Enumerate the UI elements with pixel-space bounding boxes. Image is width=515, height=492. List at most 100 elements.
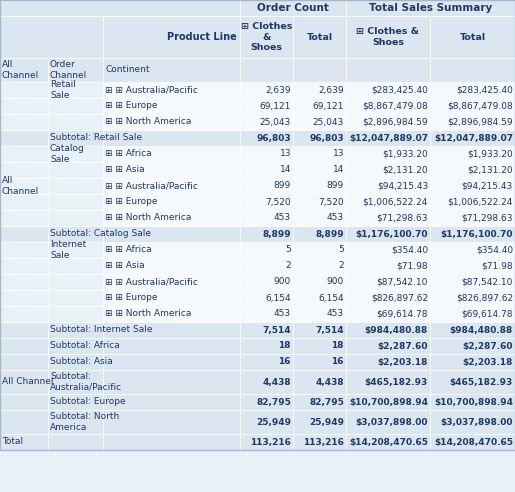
Text: 7,514: 7,514 [315,326,344,335]
Bar [0,0,240,16]
Bar [103,114,240,130]
Text: 453: 453 [327,309,344,318]
Text: ⊞ ⊞ Australia/Pacific: ⊞ ⊞ Australia/Pacific [105,277,198,286]
Bar [430,354,515,370]
Bar [240,16,293,58]
Bar [0,82,48,98]
Text: 16: 16 [279,358,291,367]
Bar [48,258,103,274]
Bar [103,306,240,322]
Bar [430,290,515,306]
Bar [240,0,346,16]
Bar [240,226,293,242]
Bar [0,162,48,178]
Bar [0,16,103,58]
Bar [240,242,293,258]
Text: $2,131.20: $2,131.20 [382,165,428,175]
Text: $1,933.20: $1,933.20 [467,150,513,158]
Text: $2,287.60: $2,287.60 [462,341,513,350]
Bar [103,162,240,178]
Bar [346,290,430,306]
Text: $283,425.40: $283,425.40 [371,86,428,94]
Text: $465,182.93: $465,182.93 [450,377,513,387]
Bar [293,82,346,98]
Bar [0,114,48,130]
Bar [240,178,293,194]
Text: Internet
Sale: Internet Sale [50,240,86,260]
Bar [103,194,240,210]
Bar [0,226,48,242]
Bar [346,322,430,338]
Text: 25,949: 25,949 [256,418,291,427]
Bar [103,58,240,82]
Text: $69,614.78: $69,614.78 [461,309,513,318]
Text: 2,639: 2,639 [318,86,344,94]
Text: $465,182.93: $465,182.93 [365,377,428,387]
Bar [240,274,293,290]
Text: 5: 5 [338,246,344,254]
Bar [103,82,240,98]
Bar [293,210,346,226]
Bar [48,290,103,306]
Text: $94,215.43: $94,215.43 [462,182,513,190]
Text: 14: 14 [333,165,344,175]
Bar [346,354,430,370]
Bar [240,82,293,98]
Bar [240,354,293,370]
Text: $12,047,889.07: $12,047,889.07 [434,133,513,143]
Bar [0,242,48,258]
Text: $14,208,470.65: $14,208,470.65 [349,437,428,447]
Text: 25,043: 25,043 [313,118,344,126]
Bar [346,130,430,146]
Bar [0,58,48,82]
Text: 453: 453 [327,214,344,222]
Text: ⊞ ⊞ Asia: ⊞ ⊞ Asia [105,165,145,175]
Text: 899: 899 [274,182,291,190]
Bar [346,162,430,178]
Text: ⊞ Clothes
&
Shoes: ⊞ Clothes & Shoes [241,22,292,52]
Text: Total: Total [2,437,23,447]
Text: $984,480.88: $984,480.88 [365,326,428,335]
Bar [293,146,346,162]
Text: 113,216: 113,216 [250,437,291,447]
Text: ⊞ ⊞ North America: ⊞ ⊞ North America [105,309,192,318]
Text: $3,037,898.00: $3,037,898.00 [355,418,428,427]
Bar [346,226,430,242]
Bar [48,322,103,338]
Bar [103,98,240,114]
Bar [103,226,240,242]
Bar [430,338,515,354]
Text: ⊞ Clothes &
Shoes: ⊞ Clothes & Shoes [356,27,420,47]
Text: 13: 13 [280,150,291,158]
Bar [0,258,48,274]
Bar [430,274,515,290]
Text: $8,867,479.08: $8,867,479.08 [362,101,428,111]
Bar [346,242,430,258]
Text: $283,425.40: $283,425.40 [456,86,513,94]
Bar [430,210,515,226]
Text: $10,700,898.94: $10,700,898.94 [434,398,513,406]
Bar [293,242,346,258]
Bar [293,226,346,242]
Bar [103,258,240,274]
Text: Subtotal: Internet Sale: Subtotal: Internet Sale [50,326,152,335]
Text: ⊞ ⊞ North America: ⊞ ⊞ North America [105,118,192,126]
Text: Subtotal: North
America: Subtotal: North America [50,412,119,431]
Text: $71.98: $71.98 [482,262,513,271]
Bar [346,178,430,194]
Bar [346,210,430,226]
Bar [103,410,240,434]
Bar [0,274,48,290]
Bar [240,114,293,130]
Text: ⊞ ⊞ Europe: ⊞ ⊞ Europe [105,197,158,207]
Text: 14: 14 [280,165,291,175]
Text: Subtotal: Africa: Subtotal: Africa [50,341,120,350]
Bar [346,274,430,290]
Text: $1,176,100.70: $1,176,100.70 [355,229,428,239]
Bar [103,322,240,338]
Bar [103,274,240,290]
Bar [48,338,103,354]
Bar [0,434,48,450]
Bar [240,98,293,114]
Bar [240,394,293,410]
